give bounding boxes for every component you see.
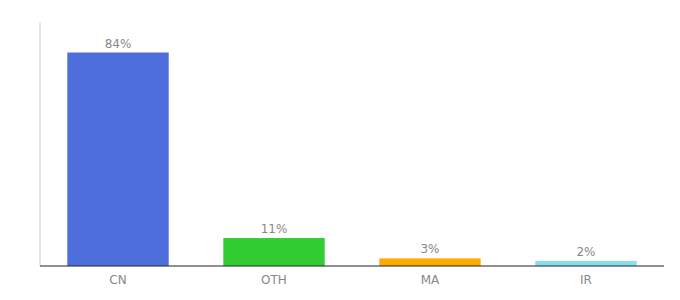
x-tick-label: CN bbox=[109, 273, 126, 287]
bar bbox=[67, 53, 168, 267]
y-axis-line bbox=[40, 22, 41, 266]
data-label: 11% bbox=[261, 222, 288, 236]
bar bbox=[223, 238, 324, 266]
x-tick-label: IR bbox=[580, 273, 592, 287]
chart-svg: CN OTH MA IR 84% 11% 3% 2% bbox=[0, 0, 680, 300]
chart-container: CN OTH MA IR 84% 11% 3% 2% bbox=[0, 0, 680, 300]
data-label: 84% bbox=[105, 37, 132, 51]
data-label: 3% bbox=[420, 242, 439, 256]
x-tick-label: OTH bbox=[261, 273, 287, 287]
bar bbox=[535, 261, 636, 266]
data-label: 2% bbox=[576, 245, 595, 259]
x-axis-line bbox=[40, 265, 664, 266]
x-tick-label: MA bbox=[421, 273, 440, 287]
bars bbox=[67, 53, 636, 267]
background bbox=[0, 0, 680, 300]
bar bbox=[379, 258, 480, 266]
